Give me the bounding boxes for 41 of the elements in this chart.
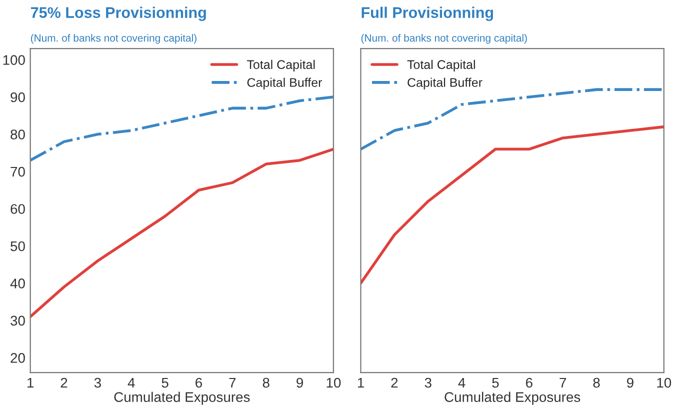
y-tick-label: 100 — [3, 55, 25, 65]
line-series — [30, 148, 334, 318]
line-series — [30, 96, 334, 162]
x-axis-title: Cumulated Exposures — [444, 392, 580, 405]
x-tick-label: 1 — [358, 378, 364, 388]
legend-label: Total Capital — [407, 60, 475, 72]
x-tick-label: 1 — [28, 378, 34, 388]
x-tick-label: 6 — [526, 378, 532, 388]
x-tick-label: 10 — [326, 378, 341, 388]
chart-title: 75% Loss Provisionning — [30, 6, 206, 22]
y-tick-label: 50 — [10, 241, 25, 252]
y-tick-label: 20 — [10, 353, 25, 363]
chart-subtitle: (Num. of banks not covering capital) — [30, 34, 196, 44]
x-tick-label: 6 — [196, 378, 202, 388]
chart-subtitle: (Num. of banks not covering capital) — [361, 34, 527, 44]
x-tick-label: 2 — [391, 378, 398, 388]
x-tick-label: 5 — [492, 378, 499, 388]
x-tick-label: 8 — [593, 378, 600, 388]
y-tick-label: 90 — [10, 92, 25, 102]
chart-title: Full Provisionning — [362, 6, 493, 22]
y-tick-label: 40 — [10, 278, 25, 288]
y-tick-label: 30 — [10, 316, 25, 326]
legend-label: Total Capital — [246, 60, 315, 72]
y-tick-label: 60 — [10, 204, 25, 214]
x-tick-label: 5 — [162, 378, 168, 388]
y-tick-label: 70 — [10, 166, 25, 177]
y-tick-label: 80 — [10, 130, 25, 140]
x-tick-label: 9 — [626, 378, 634, 388]
legend-label: Capital Buffer — [247, 78, 322, 90]
x-axis-title: Cumulated Exposures — [114, 392, 250, 405]
x-tick-label: 4 — [458, 378, 466, 388]
x-tick-label: 3 — [94, 378, 101, 388]
x-tick-label: 2 — [60, 378, 68, 388]
x-tick-label: 3 — [424, 378, 432, 388]
legend-label: Capital Buffer — [408, 78, 482, 90]
x-tick-label: 10 — [657, 378, 672, 388]
x-tick-label: 7 — [229, 378, 236, 388]
x-tick-label: 4 — [128, 378, 135, 388]
x-tick-label: 8 — [262, 378, 270, 388]
x-tick-label: 9 — [296, 378, 303, 388]
x-tick-label: 7 — [560, 378, 566, 388]
